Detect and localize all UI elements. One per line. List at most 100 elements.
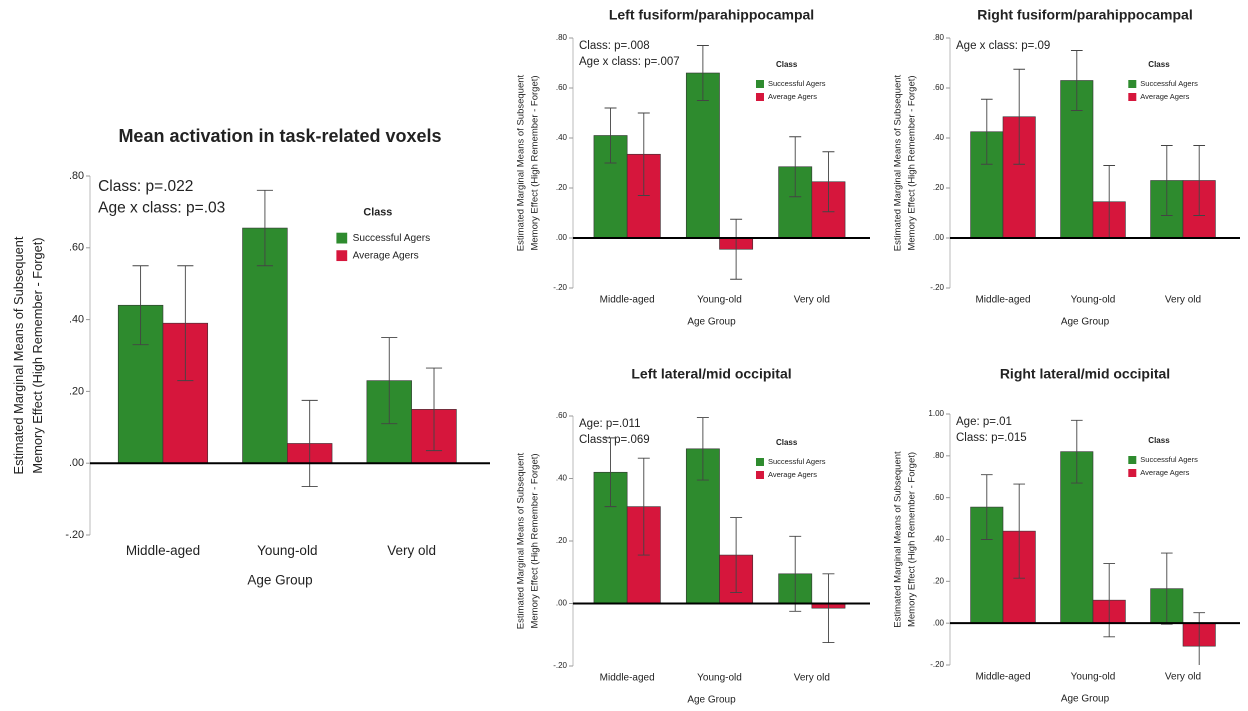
error-bar [604,107,617,164]
error-bar [1160,552,1173,625]
x-tick-label: Young-old [697,295,742,306]
y-axis-label: Estimated Marginal Means of Subsequent [516,452,527,629]
error-bar [604,437,617,508]
y-tick-label: .40 [933,535,945,544]
annotation: Age: p=.01 [956,416,1012,428]
y-axis-label: Memory Effect (High Remember - Forget) [530,75,541,250]
legend-label: Average Agers [768,92,817,101]
error-bar [177,265,194,382]
error-bar [789,535,802,612]
y-tick-label: .80 [933,451,945,460]
error-bar [256,189,273,267]
legend-swatch [755,458,764,466]
x-tick-label: Young-old [1071,672,1116,683]
bar [242,227,288,464]
error-bar [1070,419,1083,484]
y-tick-label: .20 [933,183,945,192]
x-tick-label: Middle-aged [975,672,1030,683]
y-tick-label: -.20 [930,283,944,292]
error-bar [425,367,443,452]
chart-title: Mean activation in task-related voxels [118,126,441,146]
error-bar [1160,145,1173,216]
error-bar [301,399,318,487]
y-tick-label: -.20 [65,529,84,541]
x-tick-label: Very old [1165,295,1201,306]
error-bar [789,136,802,198]
legend-label: Successful Agers [353,233,431,244]
legend-swatch [1128,469,1137,477]
legend-title: Class [363,206,392,218]
annotation: Age x class: p=.007 [579,56,680,68]
error-bar [1070,50,1083,111]
y-axis-label: Memory Effect (High Remember - Forget) [907,452,918,627]
x-tick-label: Middle-aged [126,543,200,558]
plot [593,45,846,280]
legend-label: Successful Agers [768,457,826,466]
legend-swatch [755,471,764,479]
y-tick-label: .40 [69,313,84,325]
legend-label: Average Agers [1140,468,1189,477]
x-axis-label: Age Group [687,695,736,706]
y-tick-label: .60 [69,242,84,254]
x-tick-label: Very old [1165,672,1201,683]
y-tick-label: .00 [556,599,568,608]
y-tick-label: .60 [556,411,568,420]
x-axis-label: Age Group [1061,317,1110,328]
annotation: Age: p=.011 [579,418,641,430]
y-tick-label: .60 [933,493,945,502]
bar [778,166,813,239]
error-bar [980,98,993,165]
legend-label: Average Agers [353,250,419,261]
legend-label: Successful Agers [1140,455,1198,464]
plot [970,50,1216,239]
y-tick-label: .40 [556,133,568,142]
y-tick-label: .80 [933,33,945,42]
y-tick-label: .20 [933,576,945,585]
chart-title: Right lateral/mid occipital [1000,366,1170,382]
chart-title: Left lateral/mid occipital [631,366,791,382]
y-axis-label: Memory Effect (High Remember - Forget) [530,453,541,628]
y-tick-label: .20 [69,385,84,397]
y-axis-label: Estimated Marginal Means of Subsequent [893,74,904,251]
error-bar [132,265,149,346]
annotation: Age x class: p=.03 [98,199,225,216]
y-axis-label: Memory Effect (High Remember - Forget) [907,75,918,250]
y-tick-label: .00 [69,457,84,469]
legend-title: Class [776,60,798,69]
y-tick-label: .60 [933,83,945,92]
y-tick-label: -.20 [553,661,567,670]
chart-title: Right fusiform/parahippocampal [977,7,1192,23]
y-tick-label: .00 [933,618,945,627]
x-tick-label: Very old [387,543,436,558]
annotation: Class: p=.008 [579,40,650,52]
y-tick-label: .20 [556,536,568,545]
legend-title: Class [776,438,798,447]
legend-swatch [755,80,764,88]
y-tick-label: .00 [933,233,945,242]
chart-title: Left fusiform/parahippocampal [609,7,814,23]
annotation: Class: p=.022 [98,178,193,195]
error-bar [381,337,398,425]
x-axis-label: Age Group [247,572,312,587]
legend-swatch [1128,456,1137,464]
legend-swatch [755,93,764,101]
y-tick-label: .80 [556,33,568,42]
annotation: Class: p=.069 [579,434,650,446]
error-bar [730,517,743,594]
y-axis-label: Estimated Marginal Means of Subsequent [11,236,26,474]
legend-swatch [336,250,348,262]
y-tick-label: -.20 [930,660,944,669]
x-axis-label: Age Group [687,317,736,328]
y-tick-label: .60 [556,83,568,92]
y-tick-label: -.20 [553,283,567,292]
legend-title: Class [1148,60,1170,69]
error-bar [1193,145,1206,216]
y-tick-label: .80 [69,170,84,182]
x-tick-label: Very old [794,673,830,684]
x-tick-label: Very old [794,295,830,306]
y-axis-label: Memory Effect (High Remember - Forget) [30,237,45,473]
error-bar [1013,68,1026,165]
legend-label: Successful Agers [1140,79,1198,88]
error-bar [696,45,709,101]
